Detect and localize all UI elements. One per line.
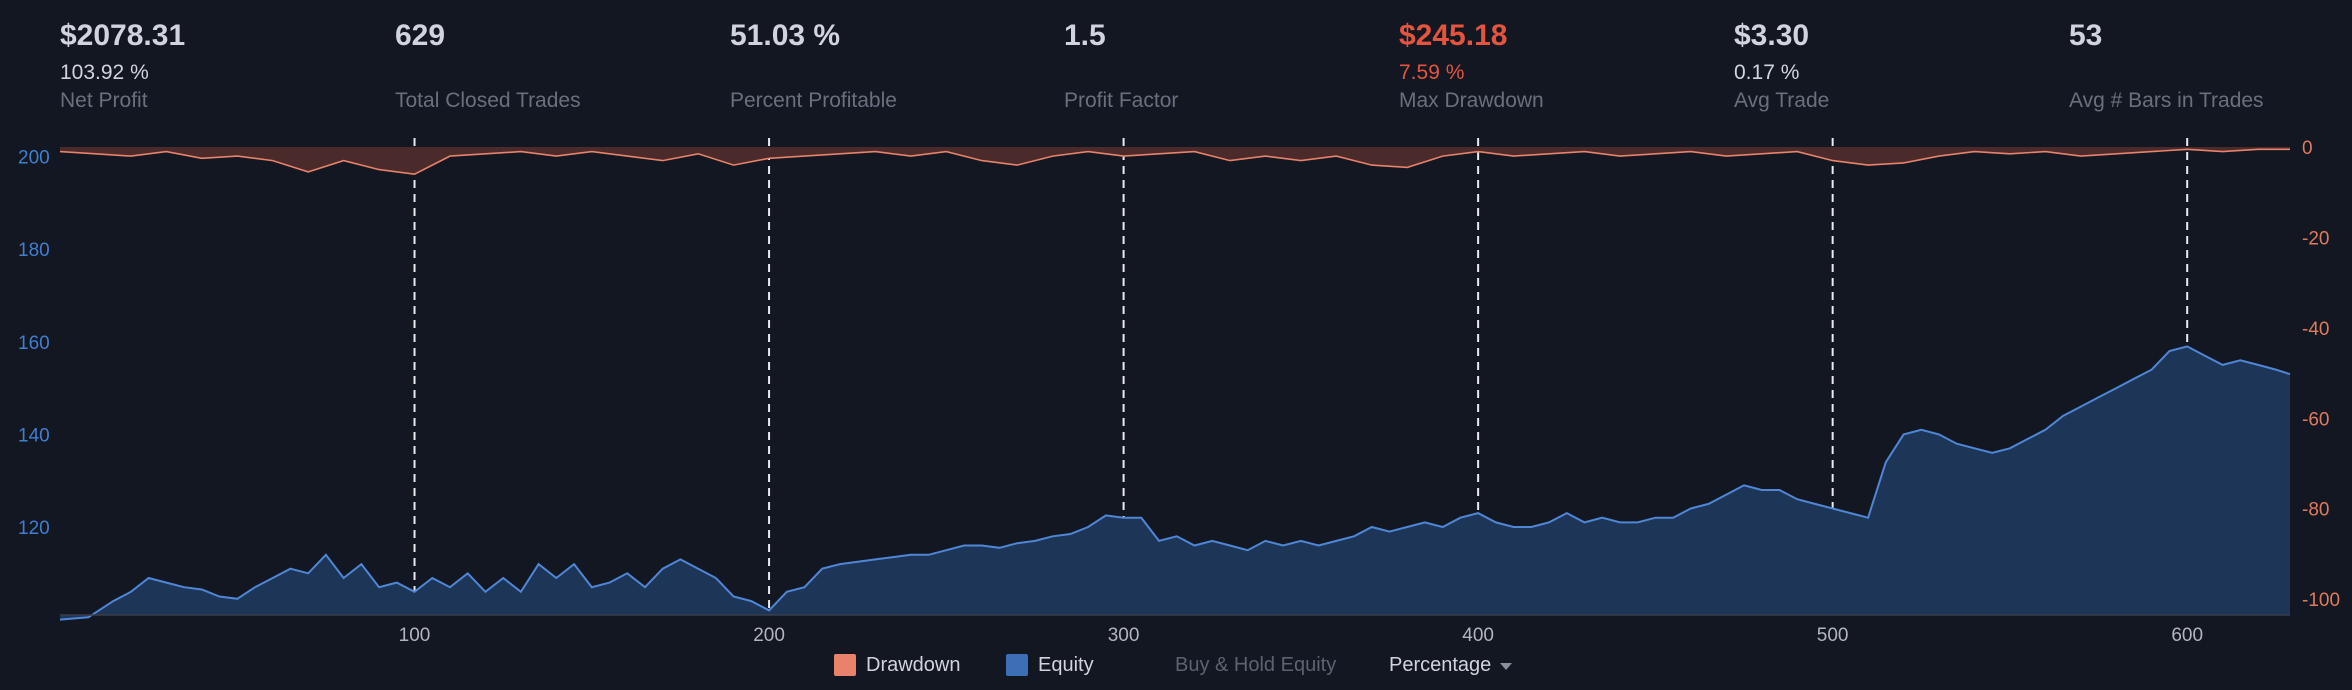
- x-tick-label: 300: [1108, 625, 1140, 646]
- x-tick-label: 600: [2171, 625, 2203, 646]
- metric-label: Total Closed Trades: [395, 89, 581, 112]
- mode-dropdown-label: Percentage: [1389, 653, 1492, 676]
- right-axis-tick-label: -80: [2302, 500, 2329, 521]
- metric-sub-value: 103.92 %: [60, 61, 149, 84]
- legend-drawdown-label: Drawdown: [866, 653, 961, 676]
- equity-area: [60, 346, 2290, 620]
- legend-equity[interactable]: Equity: [1006, 648, 1094, 682]
- legend-equity-label: Equity: [1038, 653, 1094, 676]
- mode-dropdown[interactable]: Percentage: [1389, 648, 1513, 682]
- metric-label: Max Drawdown: [1399, 89, 1544, 112]
- metric-value: 51.03 %: [730, 19, 841, 52]
- x-tick-label: 400: [1462, 625, 1494, 646]
- metric-percent-profitable: 51.03 % Percent Profitable: [730, 14, 1060, 114]
- metric-value: $245.18: [1399, 19, 1508, 52]
- metric-label: Net Profit: [60, 89, 148, 112]
- x-tick-label: 200: [753, 625, 785, 646]
- equity-swatch: [1006, 654, 1028, 676]
- metric-avg-trade: $3.30 0.17 % Avg Trade: [1734, 14, 2064, 114]
- metric-value: 1.5: [1064, 19, 1106, 52]
- metric-value: $2078.31: [60, 19, 186, 52]
- metric-profit-factor: 1.5 Profit Factor: [1064, 14, 1394, 114]
- left-axis-tick-label: 120: [18, 518, 50, 539]
- metric-label: Avg # Bars in Trades: [2069, 89, 2264, 112]
- right-axis-tick-label: 0: [2302, 138, 2313, 159]
- chevron-down-icon: [1500, 663, 1513, 670]
- left-axis-tick-label: 140: [18, 425, 50, 446]
- drawdown-swatch: [834, 654, 856, 676]
- chart-legend: Drawdown Equity Buy & Hold Equity Percen…: [0, 648, 2352, 682]
- drawdown-line: [59, 148, 2290, 176]
- axis-layer: 100 200 300 400 500 600 120 140 160 180 200 0 -20 -40…: [18, 138, 2340, 646]
- metric-sub-value: 7.59 %: [1399, 61, 1465, 84]
- left-axis-tick-label: 200: [18, 148, 50, 169]
- legend-buy-hold[interactable]: Buy & Hold Equity: [1175, 648, 1336, 682]
- metric-label: Percent Profitable: [730, 89, 897, 112]
- right-axis-tick-label: -100: [2302, 590, 2340, 611]
- drawdown-area: [60, 147, 2290, 175]
- left-axis-tick-label: 180: [18, 240, 50, 261]
- metric-sub-value: 0.17 %: [1734, 61, 1800, 84]
- right-axis-tick-label: -60: [2302, 409, 2329, 430]
- metric-total-closed-trades: 629 Total Closed Trades: [395, 14, 725, 114]
- right-axis-tick-label: -20: [2302, 228, 2329, 249]
- legend-drawdown[interactable]: Drawdown: [834, 648, 960, 682]
- equity-layer: [59, 345, 2291, 621]
- metric-max-drawdown: $245.18 7.59 % Max Drawdown: [1399, 14, 1729, 114]
- metric-value: $3.30: [1734, 19, 1810, 52]
- right-axis-tick-label: -40: [2302, 319, 2329, 340]
- metric-label: Profit Factor: [1064, 89, 1179, 112]
- metric-label: Avg Trade: [1734, 89, 1830, 112]
- left-axis-tick-label: 160: [18, 333, 50, 354]
- metric-avg-bars-in-trades: 53 Avg # Bars in Trades: [2069, 14, 2352, 114]
- equity-line: [59, 345, 2291, 621]
- drawdown-layer: [59, 147, 2290, 176]
- metrics-bar: $2078.31 103.92 % Net Profit 629 Total C…: [60, 14, 2340, 114]
- metric-value: 629: [395, 19, 446, 52]
- x-tick-label: 500: [1817, 625, 1849, 646]
- metric-value: 53: [2069, 19, 2103, 52]
- legend-buy-hold-label: Buy & Hold Equity: [1175, 653, 1337, 676]
- metric-net-profit: $2078.31 103.92 % Net Profit: [60, 14, 390, 114]
- x-tick-label: 100: [399, 625, 431, 646]
